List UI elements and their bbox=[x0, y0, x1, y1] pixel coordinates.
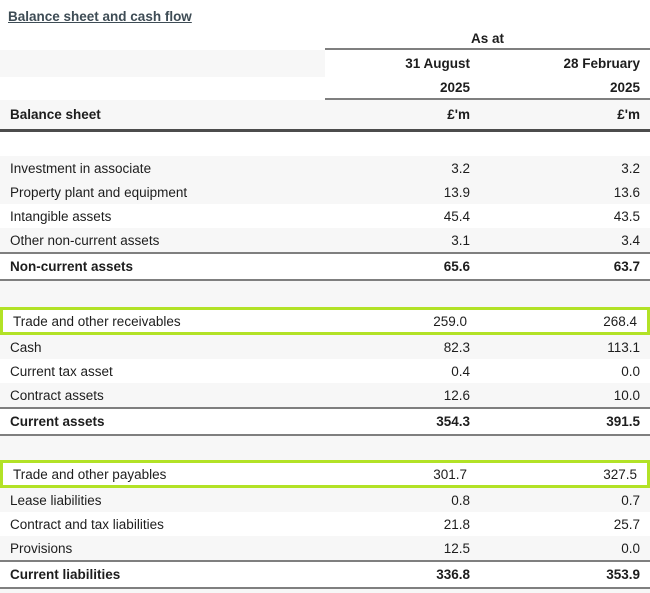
table-row: Cash 82.3 113.1 bbox=[0, 335, 650, 359]
value-col1: 65.6 bbox=[443, 259, 470, 274]
value-col1: 301.7 bbox=[433, 466, 467, 482]
column1-unit-label: £'m bbox=[447, 107, 470, 122]
value-col1: 259.0 bbox=[433, 313, 467, 329]
table-body: Investment in associate 3.2 3.2 Property pl… bbox=[0, 132, 650, 589]
table-row bbox=[0, 436, 650, 460]
value-col2: 0.0 bbox=[621, 540, 640, 556]
header-row-dates: 31 August 28 February bbox=[0, 50, 650, 77]
row-label: Contract and tax liabilities bbox=[10, 516, 164, 532]
table-row: Provisions 12.5 0.0 bbox=[0, 536, 650, 560]
value-col2: 10.0 bbox=[613, 387, 640, 403]
page-title-link[interactable]: Balance sheet and cash flow bbox=[8, 9, 192, 24]
table-row: Property plant and equipment 13.9 13.6 bbox=[0, 180, 650, 204]
row-label: Cash bbox=[10, 339, 42, 355]
table-row: Lease liabilities 0.8 0.7 bbox=[0, 488, 650, 512]
row-label: Trade and other payables bbox=[13, 466, 167, 482]
value-col2: 13.6 bbox=[613, 184, 640, 200]
table-row-highlighted: Trade and other receivables 259.0 268.4 bbox=[0, 307, 650, 335]
row-label: Trade and other receivables bbox=[13, 313, 181, 329]
value-col2: 353.9 bbox=[606, 567, 640, 582]
column2-date-label: 28 February bbox=[563, 56, 640, 71]
table-row: Current tax asset 0.4 0.0 bbox=[0, 359, 650, 383]
value-col2: 3.2 bbox=[621, 160, 640, 176]
value-col1: 3.2 bbox=[451, 160, 470, 176]
value-col2: 327.5 bbox=[603, 466, 637, 482]
row-label: Current assets bbox=[10, 414, 105, 429]
header-row-section: Balance sheet £'m £'m bbox=[0, 100, 650, 132]
column1-date-label: 31 August bbox=[405, 56, 470, 71]
table-row: Current assets 354.3 391.5 bbox=[0, 407, 650, 436]
value-col2: 3.4 bbox=[621, 232, 640, 248]
table-row-highlighted: Trade and other payables 301.7 327.5 bbox=[0, 460, 650, 488]
value-col2: 113.1 bbox=[607, 339, 640, 355]
table-row: Current liabilities 336.8 353.9 bbox=[0, 560, 650, 589]
header-empty-cell bbox=[0, 50, 325, 77]
table-row: Investment in associate 3.2 3.2 bbox=[0, 156, 650, 180]
page-header: Balance sheet and cash flow bbox=[0, 0, 650, 28]
column2-year-label: 2025 bbox=[609, 80, 640, 95]
table-row: Intangible assets 45.4 43.5 bbox=[0, 204, 650, 228]
row-label: Provisions bbox=[10, 540, 73, 556]
value-col1: 45.4 bbox=[443, 208, 470, 224]
column2-unit-label: £'m bbox=[617, 107, 640, 122]
row-label: Intangible assets bbox=[10, 208, 112, 224]
row-label: Contract assets bbox=[10, 387, 104, 403]
header-empty-cell bbox=[0, 28, 325, 50]
table-row: Other non-current assets 3.1 3.4 bbox=[0, 228, 650, 252]
value-col2: 43.5 bbox=[613, 208, 640, 224]
value-col1: 21.8 bbox=[443, 516, 470, 532]
value-col1: 354.3 bbox=[436, 414, 470, 429]
column1-year-label: 2025 bbox=[439, 80, 470, 95]
table-row: Contract and tax liabilities 21.8 25.7 bbox=[0, 512, 650, 536]
header-empty-cell bbox=[0, 77, 325, 100]
header-row-as-at: As at bbox=[0, 28, 650, 50]
value-col1: 336.8 bbox=[436, 567, 470, 582]
value-col1: 13.9 bbox=[443, 184, 470, 200]
row-label: Current liabilities bbox=[10, 567, 121, 582]
value-col2: 25.7 bbox=[613, 516, 640, 532]
value-col2: 63.7 bbox=[613, 259, 640, 274]
value-col1: 0.4 bbox=[451, 363, 470, 379]
table-row: Non-current assets 65.6 63.7 bbox=[0, 252, 650, 281]
value-col1: 0.8 bbox=[451, 492, 470, 508]
row-label: Current tax asset bbox=[10, 363, 113, 379]
value-col2: 0.7 bbox=[621, 492, 640, 508]
value-col1: 12.5 bbox=[443, 540, 470, 556]
header-row-years: 2025 2025 bbox=[0, 77, 650, 100]
row-label: Investment in associate bbox=[10, 160, 152, 176]
row-label: Property plant and equipment bbox=[10, 184, 188, 200]
as-at-label: As at bbox=[325, 28, 650, 50]
value-col2: 268.4 bbox=[603, 313, 637, 329]
value-col2: 0.0 bbox=[621, 363, 640, 379]
value-col1: 12.6 bbox=[443, 387, 470, 403]
value-col2: 391.5 bbox=[606, 414, 640, 429]
value-col1: 3.1 bbox=[451, 232, 470, 248]
table-row bbox=[0, 281, 650, 307]
row-label: Other non-current assets bbox=[10, 232, 160, 248]
section-label: Balance sheet bbox=[10, 107, 101, 122]
table-row bbox=[0, 132, 650, 156]
value-col1: 82.3 bbox=[443, 339, 470, 355]
table-row: Contract assets 12.6 10.0 bbox=[0, 383, 650, 407]
row-label: Lease liabilities bbox=[10, 492, 102, 508]
row-label: Non-current assets bbox=[10, 259, 134, 274]
